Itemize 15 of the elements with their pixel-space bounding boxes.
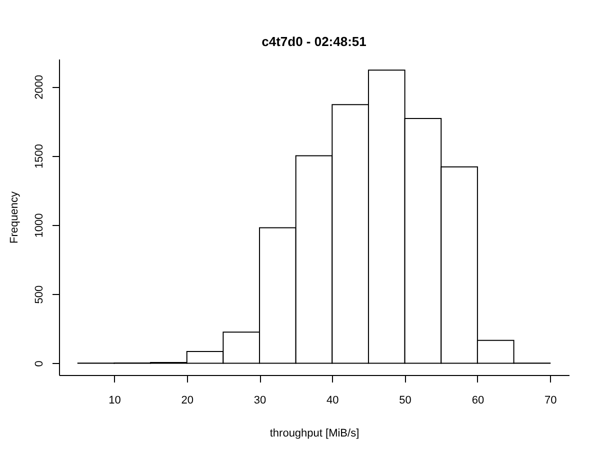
- x-tick-label: 50: [399, 394, 412, 406]
- x-tick-label: 30: [254, 394, 266, 406]
- y-tick-label: 0: [34, 360, 46, 367]
- x-tick-label: 10: [108, 394, 121, 406]
- chart-title: c4t7d0 - 02:48:51: [262, 34, 366, 49]
- x-axis-title: throughput [MiB/s]: [270, 428, 360, 440]
- x-tick-label: 70: [544, 394, 557, 406]
- x-tick-label: 20: [181, 394, 194, 406]
- x-tick-label: 40: [326, 394, 339, 406]
- y-axis-title: Frequency: [8, 191, 20, 244]
- y-tick-label: 500: [34, 285, 46, 304]
- y-tick-label: 1500: [34, 144, 46, 169]
- x-tick-label: 60: [472, 394, 484, 406]
- y-tick-label: 2000: [34, 74, 46, 100]
- y-tick-label: 1000: [34, 213, 46, 238]
